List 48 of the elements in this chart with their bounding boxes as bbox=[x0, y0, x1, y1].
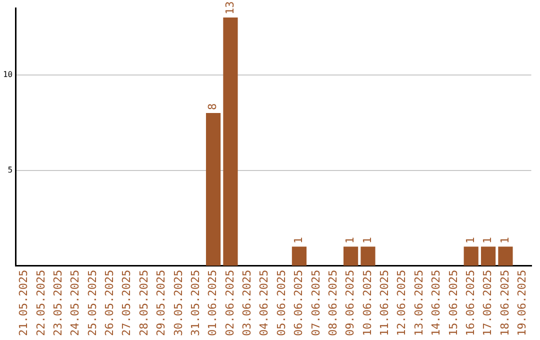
x-tick-label: 07.06.2025 bbox=[309, 270, 322, 336]
x-tick-label: 15.06.2025 bbox=[446, 270, 460, 336]
x-tick-label: 23.05.2025 bbox=[51, 270, 64, 336]
data-label: 1 bbox=[292, 237, 306, 244]
data-label: 1 bbox=[464, 237, 477, 244]
y-tick-label: 5 bbox=[8, 165, 13, 174]
data-label: 1 bbox=[481, 237, 494, 244]
x-tick-label: 26.05.2025 bbox=[103, 270, 116, 336]
x-tick-label: 13.06.2025 bbox=[412, 270, 426, 336]
x-tick-label: 27.05.2025 bbox=[120, 270, 134, 336]
bar bbox=[292, 246, 307, 266]
x-tick-label: 30.05.2025 bbox=[172, 270, 185, 336]
data-label: 13 bbox=[223, 1, 236, 15]
y-tick-label: 10 bbox=[2, 70, 13, 79]
x-tick-label: 12.06.2025 bbox=[395, 270, 408, 336]
x-tick-label: 03.06.2025 bbox=[240, 270, 254, 336]
x-tick-label: 16.06.2025 bbox=[464, 270, 477, 336]
x-tick-label: 06.06.2025 bbox=[292, 270, 306, 336]
x-tick-label: 09.06.2025 bbox=[344, 270, 357, 336]
bar bbox=[480, 246, 496, 266]
data-label: 1 bbox=[498, 237, 512, 244]
x-tick-label: 24.05.2025 bbox=[68, 270, 82, 336]
x-tick-label: 08.06.2025 bbox=[326, 270, 340, 336]
x-tick-label: 11.06.2025 bbox=[378, 270, 392, 336]
x-tick-label: 01.06.2025 bbox=[206, 270, 220, 336]
bar bbox=[206, 113, 221, 266]
bar bbox=[343, 246, 358, 266]
x-tick-label: 10.06.2025 bbox=[360, 270, 374, 336]
x-tick-label: 17.06.2025 bbox=[481, 270, 494, 336]
x-tick-label: 18.06.2025 bbox=[498, 270, 512, 336]
x-tick-label: 29.05.2025 bbox=[154, 270, 168, 336]
x-tick-label: 21.05.2025 bbox=[17, 270, 30, 336]
x-tick-label: 28.05.2025 bbox=[137, 270, 150, 336]
bar bbox=[464, 246, 478, 266]
x-tick-label: 31.05.2025 bbox=[188, 270, 202, 336]
x-tick-label: 02.06.2025 bbox=[223, 270, 236, 336]
bar bbox=[223, 18, 238, 266]
data-label: 1 bbox=[344, 237, 357, 244]
data-label: 1 bbox=[360, 237, 374, 244]
x-tick-label: 05.06.2025 bbox=[274, 270, 288, 336]
x-tick-label: 14.06.2025 bbox=[430, 270, 443, 336]
x-tick-label: 25.05.2025 bbox=[86, 270, 99, 336]
x-tick-label: 22.05.2025 bbox=[34, 270, 48, 336]
data-label: 8 bbox=[206, 103, 220, 110]
x-tick-label: 04.06.2025 bbox=[258, 270, 271, 336]
bar bbox=[498, 246, 513, 266]
x-tick-label: 19.06.2025 bbox=[516, 270, 529, 336]
bar bbox=[360, 246, 376, 266]
